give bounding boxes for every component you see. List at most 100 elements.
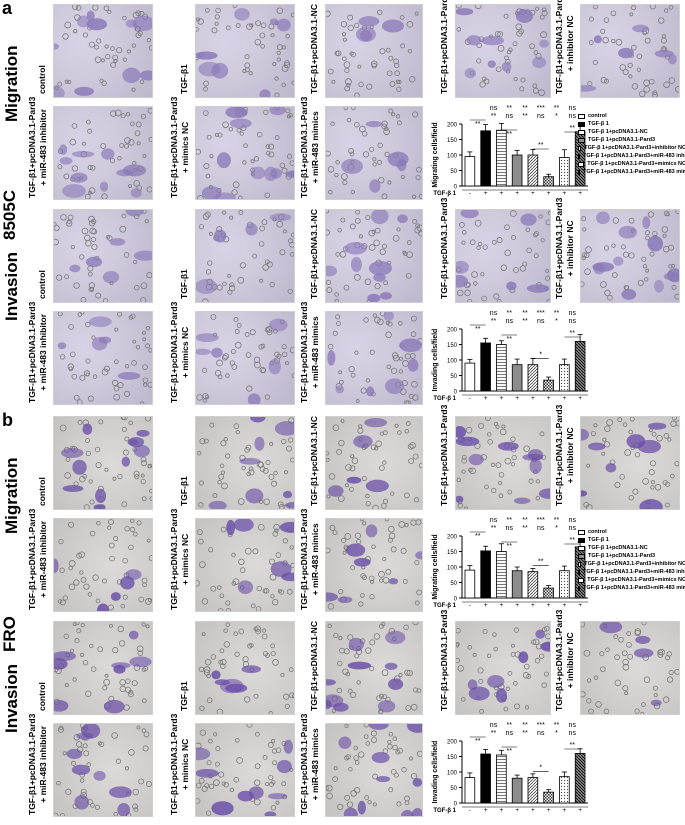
condition-label: control <box>37 65 47 94</box>
condition-label: TGF-β1+pcDNA3.1-NC <box>309 621 319 711</box>
sig-label-second: * <box>555 525 558 532</box>
sig-star: ** <box>507 543 513 550</box>
sig-label-second: ns <box>506 525 514 532</box>
bar-chart: 0 50 100 150 200 Migrating cells/field - + + + + + +… <box>428 514 596 616</box>
sig-label-top: ns <box>490 517 498 524</box>
condition-label: TGF-β1+pcDNA3.1-Pard3 + inhibitor NC <box>554 609 575 711</box>
legend-label: control <box>588 113 607 119</box>
y-tick-label: 100 <box>447 359 458 365</box>
condition-label: TGF-β1 <box>179 64 189 94</box>
y-tick-label: 0 <box>454 390 458 396</box>
legend-entry: control <box>578 112 685 120</box>
legend-swatch <box>578 569 580 575</box>
sig-label-top: ns <box>490 310 498 317</box>
y-tick-label: 0 <box>454 185 458 191</box>
micrograph <box>195 621 295 715</box>
sig-label-top: ** <box>507 105 513 112</box>
legend-a: control TGF-β 1 TGF-β 1+pcDNA3.1-NC TGF-β 1… <box>578 112 685 182</box>
sig-label-top: ** <box>507 722 513 729</box>
legend-swatch <box>578 169 580 175</box>
tgf-sign: + <box>499 807 503 814</box>
condition-label: TGF-β1+pcDNA3.1-NC <box>309 209 319 299</box>
assay-label: Migration <box>2 457 21 535</box>
condition-label: TGF-β1+pcDNA3.1-Pard3 + inhibitor NC <box>554 0 575 94</box>
tgf-row-label: TGF-β 1 <box>433 603 456 609</box>
sig-label-second: ns <box>569 318 577 325</box>
legend-label: TGF-β 1+pcDNA3.1-Pard3+mimics NC <box>587 577 685 583</box>
micrograph <box>325 4 423 98</box>
micrograph <box>195 4 295 98</box>
legend-entry: TGF-β 1+pcDNA3.1-Pard3+miR-483 mimics <box>578 584 685 592</box>
bar <box>464 569 476 599</box>
legend-label: TGF-β 1+pcDNA3.1-Pard3+inhibitor NC <box>584 145 685 151</box>
sig-label-top: *** <box>537 517 545 524</box>
micrograph <box>325 416 423 510</box>
legend-entry: TGF-β 1+pcDNA3.1-NC <box>578 128 685 136</box>
legend-swatch <box>578 153 580 159</box>
bar <box>574 341 586 392</box>
bar <box>543 587 554 599</box>
y-axis-label: Invading cells/field <box>432 741 439 804</box>
sig-label-top: ns <box>569 722 577 729</box>
cell-line-label: 8505C <box>0 189 19 240</box>
micrograph <box>53 311 153 405</box>
y-tick-label: 100 <box>447 771 458 777</box>
condition-label: TGF-β1 <box>179 476 189 506</box>
sig-star: ** <box>570 330 576 337</box>
bar <box>480 130 491 187</box>
tgf-sign: + <box>515 395 519 402</box>
micrograph <box>580 621 680 715</box>
sig-label-top: *** <box>537 310 545 317</box>
bar-chart-svg: 0 50 100 150 200 Invading cells/field - + + + + + + +… <box>432 722 588 814</box>
y-tick-label: 150 <box>447 755 458 761</box>
assay-label: Migration <box>2 45 21 123</box>
micrograph <box>325 311 423 405</box>
legend-swatch <box>578 537 585 543</box>
legend-label: TGF-β 1+pcDNA3.1-Pard3+miR-483 mimics <box>583 169 685 175</box>
tgf-sign: - <box>469 602 471 609</box>
bar <box>574 753 586 804</box>
micrograph <box>53 4 153 98</box>
micrograph <box>195 106 295 200</box>
sig-label-second: ns <box>537 525 545 532</box>
micrograph <box>325 106 423 200</box>
sig-label-second: ** <box>491 113 497 120</box>
micrograph <box>195 723 295 817</box>
tgf-sign: + <box>515 190 519 197</box>
tgf-sign: + <box>515 807 519 814</box>
sig-label-second: ** <box>491 318 497 325</box>
condition-label: TGF-β1+pcDNA3.1-Pard3 + miR-483 inhibito… <box>27 301 48 403</box>
legend-label: TGF-β 1+pcDNA3.1-Pard3+mimics NC <box>587 161 685 167</box>
condition-label: TGF-β1+pcDNA3.1-Pard3 + mimics NC <box>169 508 190 610</box>
legend-swatch <box>578 545 585 551</box>
bar <box>464 362 476 392</box>
legend-entry: TGF-β 1+pcDNA3.1-NC <box>578 544 685 552</box>
legend-swatch <box>578 585 580 591</box>
legend-entry: TGF-β 1+pcDNA3.1-Pard3+inhibitor NC <box>578 560 685 568</box>
legend-label: TGF-β 1+pcDNA3.1-NC <box>588 129 648 135</box>
condition-label: TGF-β1+pcDNA3.1-Pard3 + miR-483 mimics <box>299 96 320 198</box>
bar <box>480 753 491 804</box>
sig-star: ** <box>507 336 513 343</box>
legend-swatch <box>578 121 585 127</box>
tgf-sign: + <box>562 807 566 814</box>
legend-label: TGF-β 1+pcDNA3.1-NC <box>588 545 648 551</box>
sig-label-second: ns <box>569 730 577 737</box>
sig-label-second: * <box>555 113 558 120</box>
y-tick-label: 50 <box>450 786 457 792</box>
condition-label: TGF-β1+pcDNA3.1-Pard3 + mimics NC <box>169 713 190 815</box>
legend-label: TGF-β 1+pcDNA3.1-Pard3+miR-483 mimics <box>583 585 685 591</box>
assay-label: Invasion <box>2 664 21 733</box>
sig-star: ** <box>475 121 481 128</box>
legend-swatch <box>578 553 585 559</box>
condition-label: TGF-β1+pcDNA3.1-Pard3 + miR-483 mimics <box>299 713 320 815</box>
y-tick-label: 200 <box>447 123 458 129</box>
legend-label: TGF-β 1+pcDNA3.1-Pard3+miR-483 inhibitor <box>583 153 685 159</box>
y-tick-label: 200 <box>447 535 458 541</box>
sig-label-second: ** <box>491 730 497 737</box>
sig-label-top: ns <box>490 722 498 729</box>
y-axis-label: Migrating cells/field <box>432 534 439 599</box>
bar <box>464 156 476 187</box>
legend-entry: TGF-β 1 <box>578 120 685 128</box>
condition-label: TGF-β1 <box>179 269 189 299</box>
